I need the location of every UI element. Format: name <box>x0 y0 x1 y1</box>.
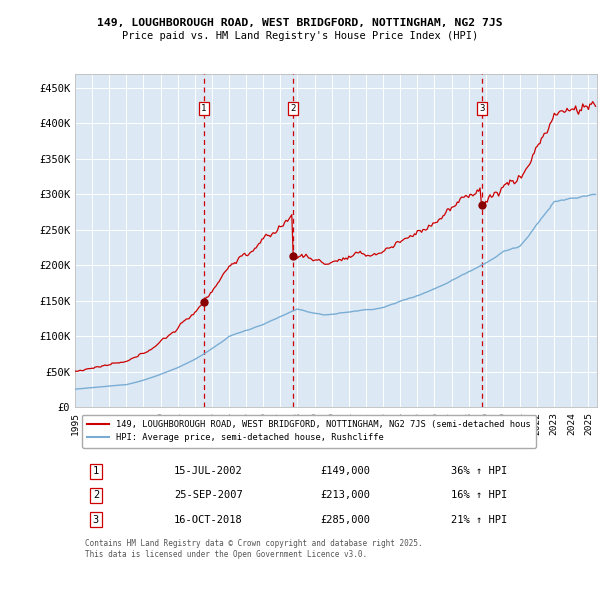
Text: 16% ↑ HPI: 16% ↑ HPI <box>451 490 507 500</box>
Text: 2: 2 <box>93 490 99 500</box>
Text: £149,000: £149,000 <box>320 466 370 476</box>
Text: Contains HM Land Registry data © Crown copyright and database right 2025.
This d: Contains HM Land Registry data © Crown c… <box>85 539 423 559</box>
Text: 25-SEP-2007: 25-SEP-2007 <box>174 490 243 500</box>
Text: Price paid vs. HM Land Registry's House Price Index (HPI): Price paid vs. HM Land Registry's House … <box>122 31 478 41</box>
Text: 2: 2 <box>290 104 296 113</box>
Legend: 149, LOUGHBOROUGH ROAD, WEST BRIDGFORD, NOTTINGHAM, NG2 7JS (semi-detached hous,: 149, LOUGHBOROUGH ROAD, WEST BRIDGFORD, … <box>82 415 536 448</box>
Text: 3: 3 <box>479 104 485 113</box>
Text: 15-JUL-2002: 15-JUL-2002 <box>174 466 243 476</box>
Text: 1: 1 <box>93 466 99 476</box>
Bar <box>75 74 597 407</box>
Text: 16-OCT-2018: 16-OCT-2018 <box>174 515 243 525</box>
Text: £285,000: £285,000 <box>320 515 370 525</box>
Text: 1: 1 <box>202 104 207 113</box>
Text: 21% ↑ HPI: 21% ↑ HPI <box>451 515 507 525</box>
Text: £213,000: £213,000 <box>320 490 370 500</box>
Text: 36% ↑ HPI: 36% ↑ HPI <box>451 466 507 476</box>
Text: 149, LOUGHBOROUGH ROAD, WEST BRIDGFORD, NOTTINGHAM, NG2 7JS: 149, LOUGHBOROUGH ROAD, WEST BRIDGFORD, … <box>97 18 503 28</box>
Text: 3: 3 <box>93 515 99 525</box>
